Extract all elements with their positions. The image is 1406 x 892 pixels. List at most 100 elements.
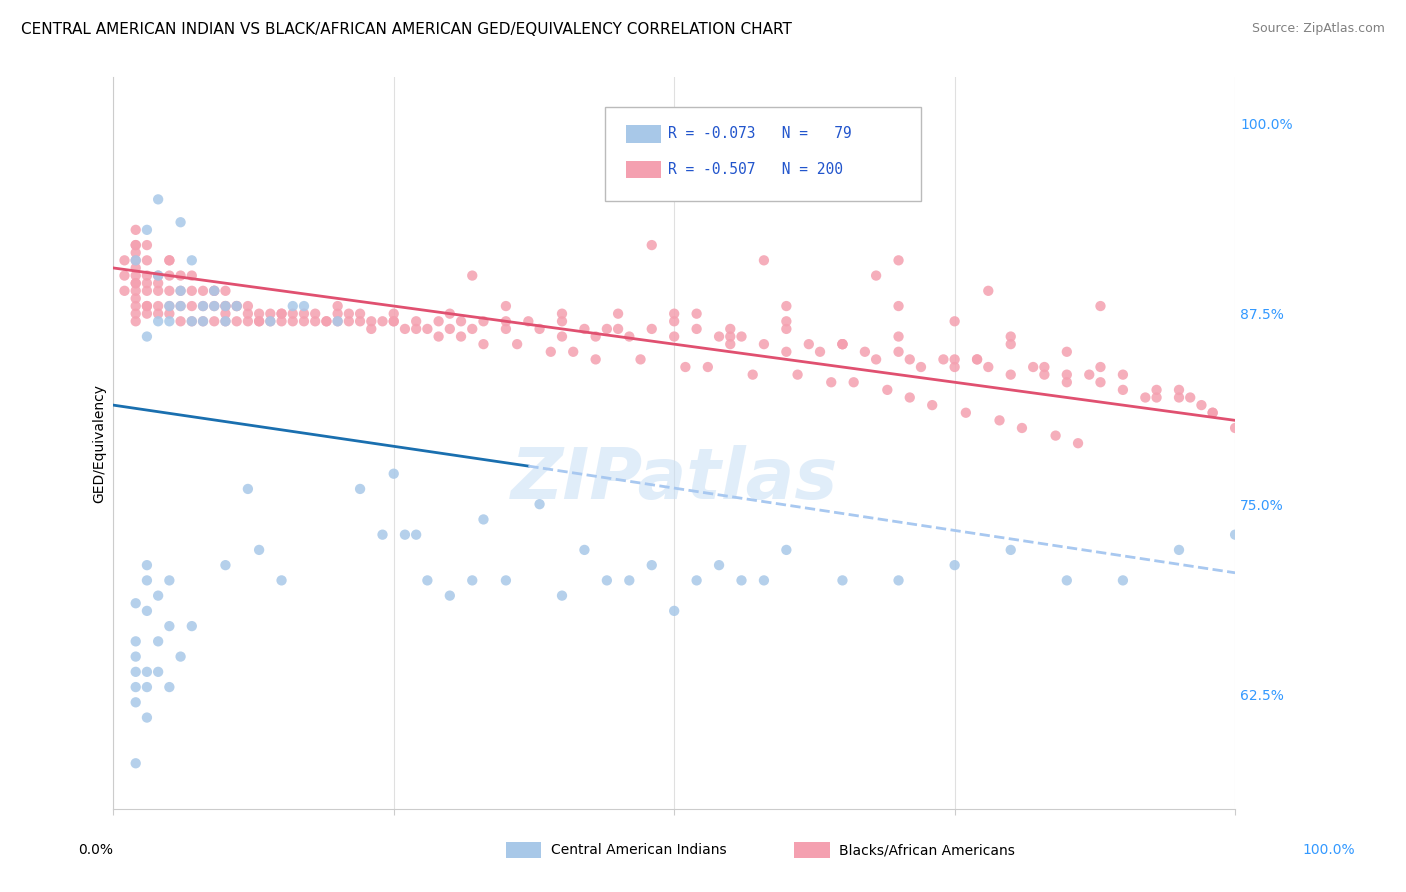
Point [202,299,225,313]
Point [439,589,461,603]
Point [337,314,360,328]
Point [125,253,148,268]
Point [281,307,304,321]
Point [146,268,169,283]
Point [943,314,966,328]
Point [551,589,574,603]
Point [1112,368,1135,382]
Point [752,574,775,588]
Point [214,558,236,573]
Point [136,329,159,343]
Point [641,322,664,336]
Point [831,574,853,588]
Point [371,314,394,328]
Point [169,314,191,328]
Point [495,314,517,328]
Point [146,665,169,679]
Point [136,710,159,724]
Point [382,314,405,328]
Point [180,314,202,328]
Point [1223,421,1246,435]
Point [630,352,652,367]
Point [887,329,910,343]
Point [292,314,315,328]
Point [842,376,865,390]
Point [1146,383,1168,397]
Point [820,376,842,390]
Point [371,527,394,541]
Point [236,299,259,313]
Point [664,604,686,618]
Point [157,299,180,313]
Point [326,307,349,321]
Point [225,314,247,328]
Point [439,322,461,336]
Point [180,314,202,328]
Point [125,634,148,648]
Point [125,276,148,290]
Point [304,314,326,328]
Point [1146,391,1168,405]
Point [202,299,225,313]
Point [1112,383,1135,397]
Point [1090,359,1112,374]
Point [270,574,292,588]
Point [741,368,763,382]
Text: 0.0%: 0.0% [79,843,112,857]
Point [932,352,955,367]
Point [146,276,169,290]
Point [1078,368,1101,382]
Point [304,307,326,321]
Text: ZIPatlas: ZIPatlas [510,445,838,515]
Point [125,314,148,328]
Point [292,299,315,313]
Point [664,329,686,343]
Point [157,253,180,268]
Point [136,665,159,679]
Point [427,329,450,343]
Point [191,284,214,298]
Point [775,344,797,359]
Point [180,268,202,283]
Point [752,337,775,351]
Point [853,344,876,359]
Point [439,307,461,321]
Point [125,253,148,268]
Point [125,307,148,321]
Point [281,299,304,313]
Point [136,299,159,313]
Point [1180,391,1202,405]
Point [146,193,169,207]
Point [1191,398,1213,412]
Point [1022,359,1045,374]
Point [169,649,191,664]
Point [326,299,349,313]
Point [382,467,405,481]
Point [1045,428,1067,442]
Point [797,337,820,351]
Point [876,383,898,397]
Point [551,314,574,328]
Point [136,574,159,588]
Point [1112,574,1135,588]
Point [685,307,707,321]
Text: 100.0%: 100.0% [1302,843,1355,857]
Point [921,398,943,412]
Point [887,344,910,359]
Text: R = -0.507   N = 200: R = -0.507 N = 200 [668,162,842,177]
Point [360,314,382,328]
Point [157,680,180,694]
Point [214,284,236,298]
Point [157,574,180,588]
Point [382,307,405,321]
Point [326,314,349,328]
Y-axis label: GED/Equivalency: GED/Equivalency [93,384,107,503]
Point [943,359,966,374]
Point [169,268,191,283]
Point [146,307,169,321]
Point [270,307,292,321]
Point [157,253,180,268]
Point [202,284,225,298]
Point [831,337,853,351]
Point [1056,368,1078,382]
